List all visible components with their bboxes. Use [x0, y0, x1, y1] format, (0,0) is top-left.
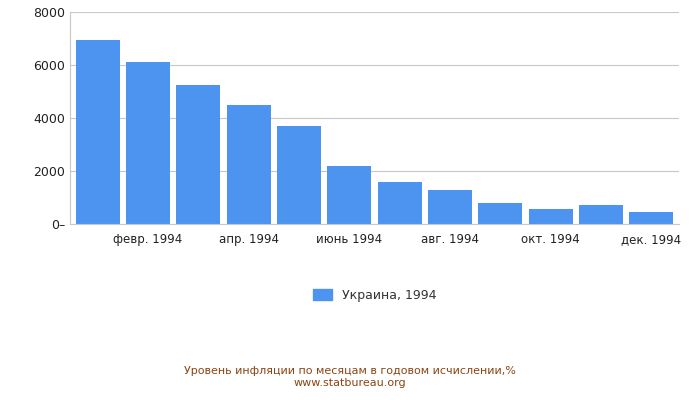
Bar — [126, 62, 170, 224]
Text: www.statbureau.org: www.statbureau.org — [294, 378, 406, 388]
Bar — [579, 206, 623, 224]
Text: Уровень инфляции по месяцам в годовом исчислении,%: Уровень инфляции по месяцам в годовом ис… — [184, 366, 516, 376]
Legend: Украина, 1994: Украина, 1994 — [308, 284, 441, 307]
Bar — [528, 209, 573, 224]
Bar — [227, 105, 271, 224]
Bar — [327, 166, 372, 224]
Bar — [377, 182, 422, 224]
Bar — [478, 203, 522, 224]
Bar — [176, 85, 220, 224]
Bar — [76, 40, 120, 224]
Bar — [277, 126, 321, 224]
Bar — [629, 212, 673, 224]
Bar — [428, 190, 472, 224]
